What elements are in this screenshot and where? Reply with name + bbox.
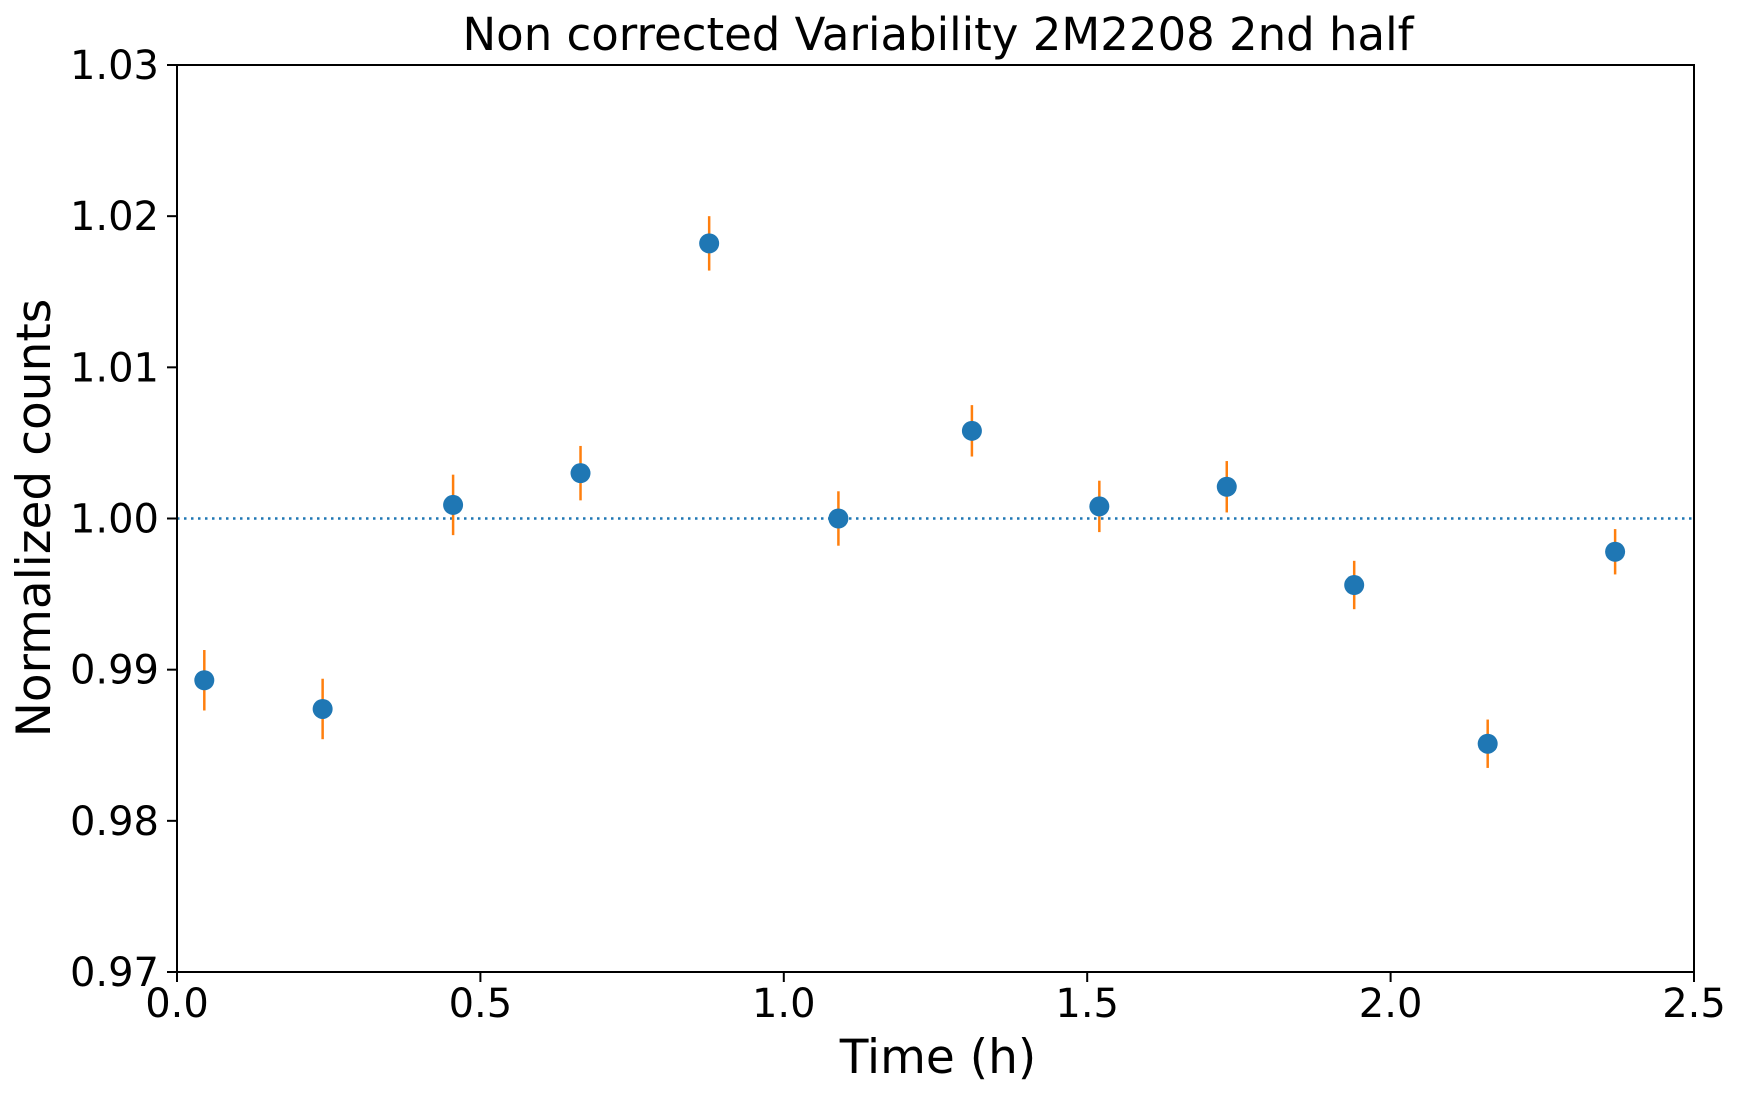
y-tick-label: 1.02 (70, 194, 159, 240)
data-point (961, 420, 982, 441)
y-tick-label: 0.99 (70, 648, 159, 694)
x-axis: 0.0 0.5 1.0 1.5 2.0 2.5 (145, 972, 1726, 1027)
x-tick-label: 2.5 (1662, 981, 1726, 1027)
x-tick-label: 0.0 (145, 981, 209, 1027)
data-point (699, 233, 720, 254)
data-point (312, 698, 333, 719)
data-point (570, 463, 591, 484)
y-axis: 0.97 0.98 0.99 1.00 1.01 1.02 1.03 (70, 43, 177, 996)
data-point (1477, 733, 1498, 754)
plot-content (177, 216, 1694, 768)
y-tick-label: 1.01 (70, 345, 159, 391)
x-tick-label: 1.0 (752, 981, 816, 1027)
data-point (1089, 496, 1110, 517)
x-tick-label: 2.0 (1359, 981, 1423, 1027)
data-point (1344, 575, 1365, 596)
data-point (194, 670, 215, 691)
data-point (828, 508, 849, 529)
x-tick-label: 1.5 (1055, 981, 1119, 1027)
data-point (1605, 541, 1626, 562)
chart-title: Non corrected Variability 2M2208 2nd hal… (463, 8, 1415, 61)
y-tick-label: 0.98 (70, 799, 159, 845)
x-tick-label: 0.5 (449, 981, 513, 1027)
y-tick-label: 1.03 (70, 43, 159, 89)
data-point (443, 494, 464, 515)
y-tick-label: 1.00 (70, 497, 159, 543)
data-point (1216, 476, 1237, 497)
x-axis-label: Time (h) (839, 1030, 1036, 1085)
y-axis-label: Normalized counts (7, 299, 62, 738)
y-tick-label: 0.97 (70, 950, 159, 996)
